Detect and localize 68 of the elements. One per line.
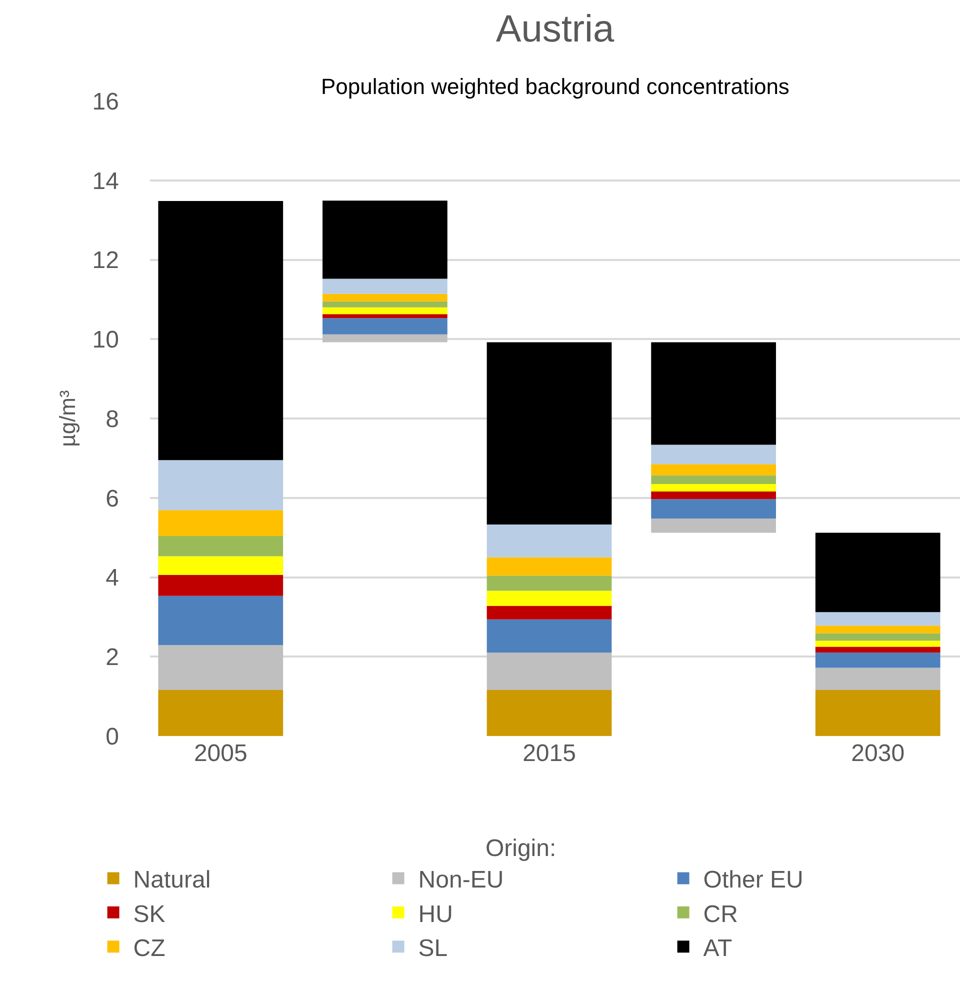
legend-label: AT <box>703 934 733 962</box>
y-tick-label: 4 <box>106 564 119 592</box>
y-tick-label: 16 <box>92 88 119 116</box>
y-tick-label: 8 <box>106 406 119 433</box>
bar <box>486 557 612 576</box>
y-tick-label: 10 <box>92 326 119 354</box>
bar <box>815 668 940 690</box>
y-tick-label: 6 <box>106 485 119 512</box>
y-tick-label: 2 <box>106 644 119 672</box>
y-tick-label: 12 <box>92 247 119 274</box>
bar <box>158 536 284 556</box>
bar <box>815 640 940 647</box>
bar <box>322 278 448 294</box>
bar <box>651 492 776 500</box>
x-tick-label: 2030 <box>851 740 905 767</box>
x-tick-label: 2005 <box>194 740 248 767</box>
bar <box>158 460 284 510</box>
bar <box>158 556 284 575</box>
x-tick-label: 2015 <box>522 740 576 767</box>
bar <box>486 619 612 653</box>
bar <box>651 475 776 484</box>
bar <box>158 690 284 736</box>
legend-label: Natural <box>133 866 211 894</box>
bar <box>651 518 776 533</box>
legend-label: Non-EU <box>418 866 504 894</box>
bar <box>322 307 448 314</box>
bar <box>815 612 940 626</box>
bar <box>322 334 448 342</box>
bar <box>158 201 284 460</box>
y-tick-label: 0 <box>106 723 119 750</box>
bar <box>486 342 612 524</box>
bar <box>158 574 284 596</box>
bar <box>651 484 776 492</box>
bar <box>158 510 284 536</box>
chart-subtitle: Population weighted background concentrations <box>321 74 790 99</box>
bar <box>651 464 776 476</box>
y-tick-label: 14 <box>92 168 119 195</box>
legend-label: HU <box>418 900 453 928</box>
bar <box>651 342 776 445</box>
bar <box>486 590 612 606</box>
bar <box>486 652 612 690</box>
bar <box>322 294 448 302</box>
bar <box>322 301 448 308</box>
bar <box>651 444 776 464</box>
y-axis-title: µg/m³ <box>55 390 80 447</box>
bar <box>815 646 940 653</box>
legend-label: SL <box>418 934 448 962</box>
bar <box>486 606 612 620</box>
bar <box>815 532 940 612</box>
bar <box>815 626 940 634</box>
bar <box>322 314 448 318</box>
bar <box>486 524 612 558</box>
bar <box>322 318 448 334</box>
legend-title: Origin: <box>485 835 556 862</box>
legend-label: SK <box>133 900 166 928</box>
bar <box>486 690 612 736</box>
legend-label: Other EU <box>703 866 804 894</box>
bar <box>651 499 776 519</box>
bar <box>158 645 284 690</box>
legend-label: CZ <box>133 934 166 962</box>
bar <box>815 690 940 736</box>
bar <box>158 596 284 646</box>
chart-title: Austria <box>496 8 615 50</box>
legend-label: CR <box>703 900 738 928</box>
bar <box>815 652 940 668</box>
bar <box>322 200 448 279</box>
bar <box>486 576 612 591</box>
bar <box>815 633 940 641</box>
